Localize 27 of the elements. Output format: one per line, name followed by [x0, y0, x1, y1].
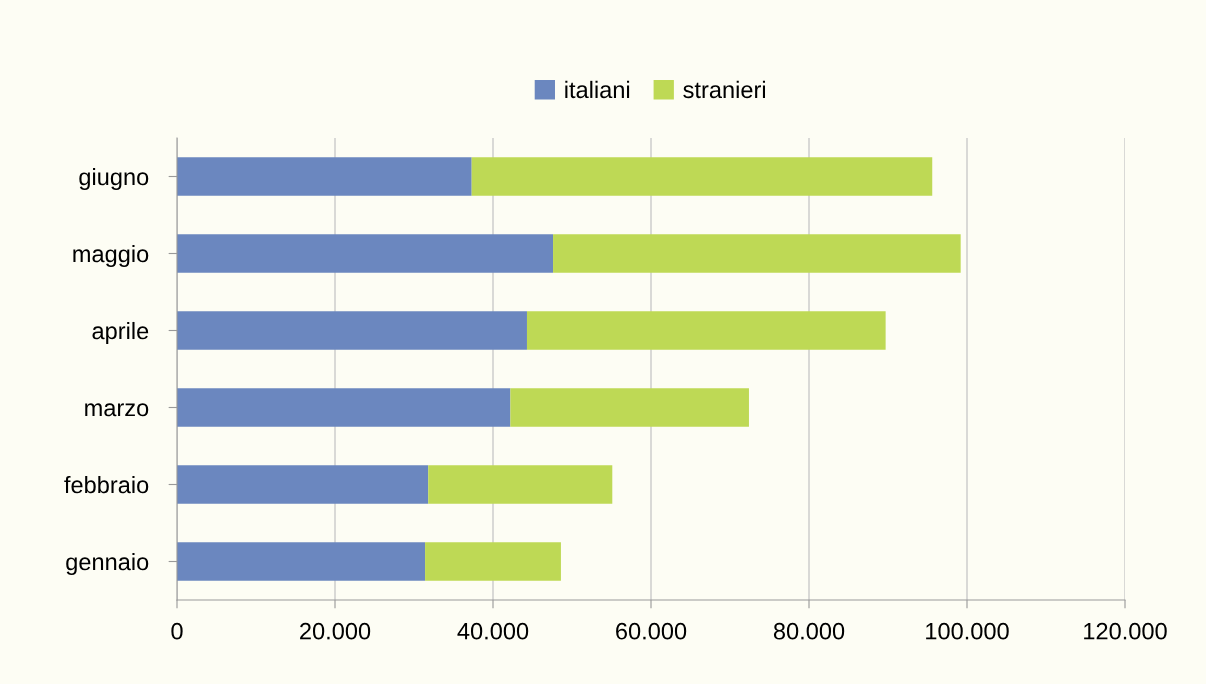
bar: [177, 234, 554, 273]
y-tick-label: febbraio: [64, 475, 149, 494]
legend-label: italiani: [565, 80, 630, 99]
y-tick-label: marzo: [85, 403, 149, 417]
y-tick-label: aprile: [92, 321, 149, 344]
bar: [428, 465, 613, 504]
bar: [510, 388, 749, 427]
x-tick-label: 120.000: [1084, 622, 1167, 640]
x-tick-label: 0: [171, 622, 183, 640]
x-tick-label: 60.000: [616, 622, 687, 640]
x-tick-label: 80.000: [773, 622, 845, 640]
bar: [471, 157, 933, 196]
bar: [425, 542, 561, 581]
y-tick-label: maggio: [73, 244, 149, 267]
bar: [177, 157, 472, 196]
x-tick-label: 100.000: [926, 622, 1009, 640]
bar: [177, 311, 527, 350]
x-tick-label: 20.000: [300, 622, 371, 640]
bar: [553, 234, 961, 273]
bar: [177, 465, 429, 504]
bar: [526, 311, 886, 350]
y-tick-label: gennaio: [66, 552, 149, 575]
bar: [177, 542, 426, 581]
legend-label: stranieri: [683, 80, 766, 99]
bar: [177, 388, 511, 427]
x-tick-label: 40.000: [457, 622, 529, 640]
y-tick-label: giugno: [79, 167, 149, 190]
